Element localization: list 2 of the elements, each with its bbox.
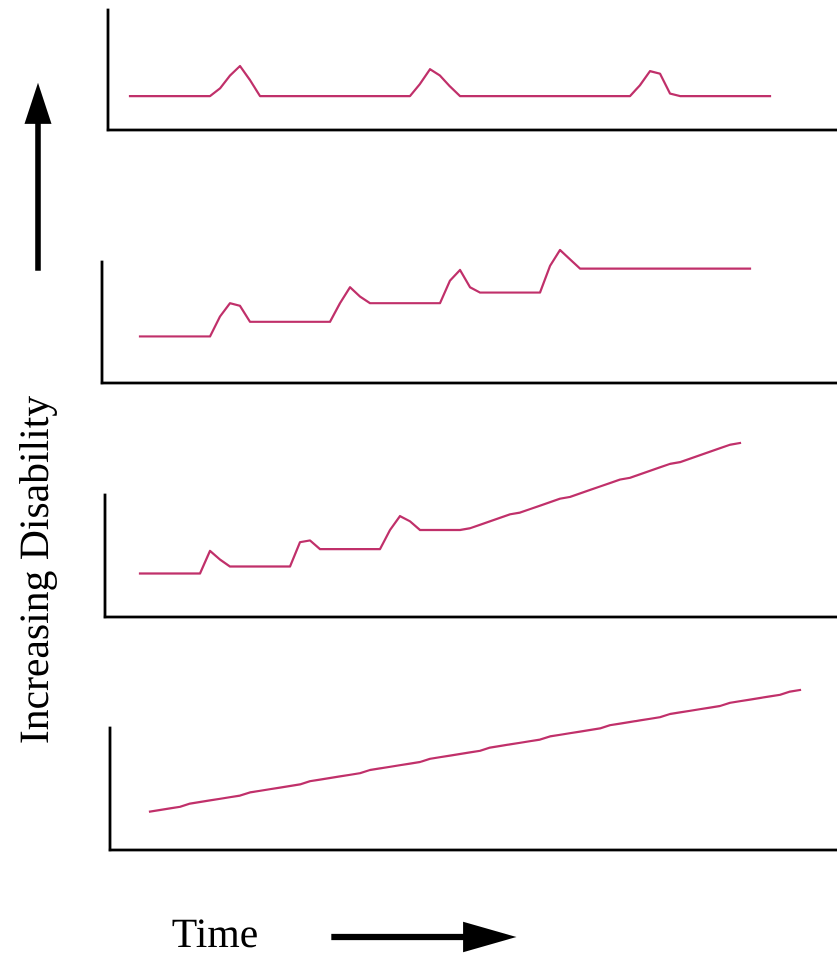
text: Time: [172, 919, 257, 948]
text: Increasing Disability: [19, 396, 57, 743]
